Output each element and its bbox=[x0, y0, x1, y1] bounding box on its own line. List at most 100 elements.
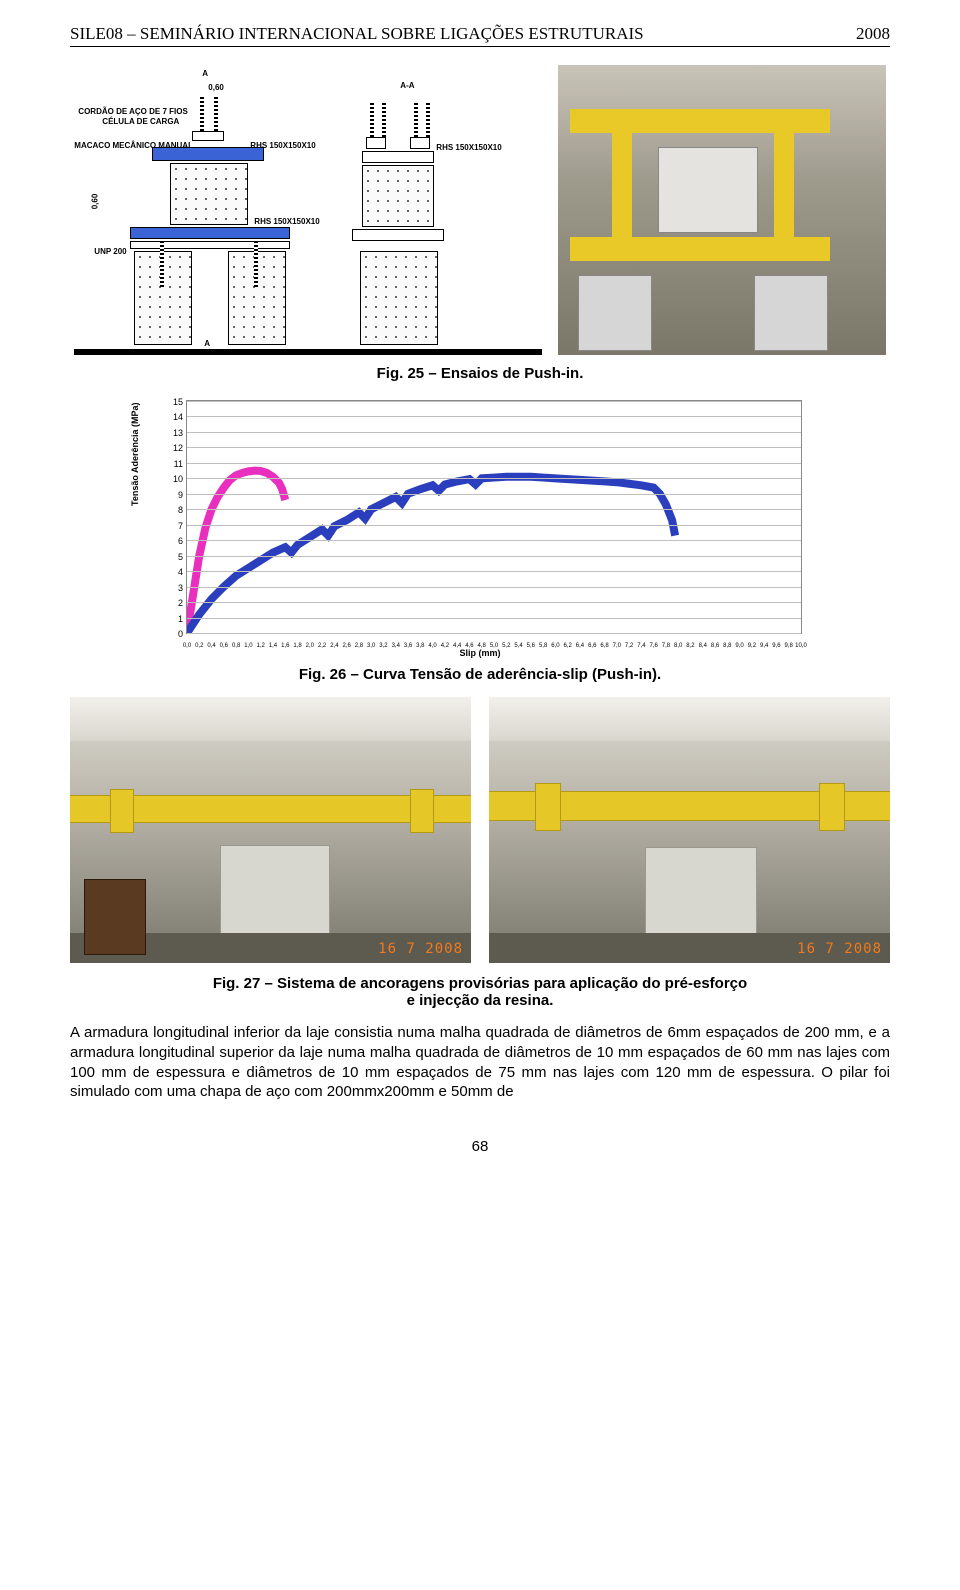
chart-y-tick-label: 11 bbox=[159, 459, 183, 469]
chart-x-tick-label: 2,6 bbox=[342, 643, 350, 649]
chart-x-tick-label: 9,2 bbox=[748, 643, 756, 649]
chart-x-tick-label: 10,0 bbox=[795, 643, 807, 649]
chart-x-tick-label: 8,2 bbox=[686, 643, 694, 649]
header-year: 2008 bbox=[856, 24, 890, 44]
diagram-label: A-A bbox=[400, 81, 414, 90]
diagram-label: 0,60 bbox=[91, 194, 100, 210]
page-header: SILE08 – SEMINÁRIO INTERNACIONAL SOBRE L… bbox=[70, 24, 890, 47]
chart-y-tick-label: 1 bbox=[159, 614, 183, 624]
chart-x-tick-label: 3,8 bbox=[416, 643, 424, 649]
chart-x-tick-label: 8,4 bbox=[699, 643, 707, 649]
chart-y-tick-label: 0 bbox=[159, 629, 183, 639]
diagram-rhs-bottom bbox=[130, 227, 290, 239]
chart-x-tick-label: 1,6 bbox=[281, 643, 289, 649]
chart-x-tick-label: 0,8 bbox=[232, 643, 240, 649]
diagram-label: RHS 150X150X10 bbox=[436, 143, 501, 152]
photo-pier bbox=[754, 275, 828, 351]
chart-svg bbox=[187, 401, 801, 633]
chart-x-tick-label: 8,0 bbox=[674, 643, 682, 649]
chart-y-tick-label: 6 bbox=[159, 536, 183, 546]
photo-fixture bbox=[819, 783, 845, 831]
chart-x-tick-label: 7,0 bbox=[613, 643, 621, 649]
chart-y-tick-label: 15 bbox=[159, 397, 183, 407]
diagram-bolt bbox=[160, 241, 164, 287]
photo-concrete-block bbox=[658, 147, 758, 233]
photo-pier bbox=[578, 275, 652, 351]
chart-gridline: 13 bbox=[187, 432, 801, 433]
chart-x-tick-label: 3,6 bbox=[404, 643, 412, 649]
diagram-rhs-bottom bbox=[352, 229, 444, 241]
chart-x-tick-label: 4,0 bbox=[428, 643, 436, 649]
diagram-label: CÉLULA DE CARGA bbox=[102, 117, 179, 126]
chart-y-tick-label: 2 bbox=[159, 598, 183, 608]
body-paragraph: A armadura longitudinal inferior da laje… bbox=[70, 1023, 890, 1102]
chart-x-tick-label: 6,4 bbox=[576, 643, 584, 649]
chart-gridline: 1 bbox=[187, 618, 801, 619]
chart-x-tick-label: 9,0 bbox=[735, 643, 743, 649]
chart-x-tick-label: 0,4 bbox=[207, 643, 215, 649]
chart-y-tick-label: 10 bbox=[159, 474, 183, 484]
chart-gridline: 15 bbox=[187, 401, 801, 402]
chart-x-tick-label: 7,8 bbox=[662, 643, 670, 649]
diagram-bolt bbox=[426, 101, 430, 141]
chart-gridline: 10 bbox=[187, 478, 801, 479]
figure-27-caption-line1: Fig. 27 – Sistema de ancoragens provisór… bbox=[70, 975, 890, 992]
diagram-bolt bbox=[200, 95, 204, 135]
page-number: 68 bbox=[70, 1138, 890, 1155]
chart-x-tick-label: 3,0 bbox=[367, 643, 375, 649]
chart-x-axis-title: Slip (mm) bbox=[459, 648, 500, 658]
anchorage-photo-right: 16 7 2008 bbox=[489, 697, 890, 963]
chart-gridline: 0 bbox=[187, 633, 801, 634]
photo-chair bbox=[84, 879, 146, 955]
diagram-pier bbox=[360, 251, 438, 345]
chart-gridline: 8 bbox=[187, 509, 801, 510]
chart-y-tick-label: 4 bbox=[159, 567, 183, 577]
diagram-jack bbox=[410, 137, 430, 149]
chart-y-tick-label: 14 bbox=[159, 412, 183, 422]
photo-column bbox=[774, 133, 794, 237]
figure-25-row: A 0,60 CORDÃO DE AÇO DE 7 FIOS CÉLULA DE… bbox=[70, 65, 890, 355]
adherence-slip-chart: Tensão Aderência (MPa) 01234567891011121… bbox=[150, 396, 810, 656]
diagram-jack bbox=[192, 131, 224, 141]
diagram-bolt bbox=[214, 95, 218, 135]
diagram-bolt bbox=[254, 241, 258, 287]
photo-fixture bbox=[410, 789, 434, 833]
chart-x-tick-label: 3,4 bbox=[392, 643, 400, 649]
chart-x-tick-label: 7,2 bbox=[625, 643, 633, 649]
pushin-photo bbox=[558, 65, 886, 355]
chart-x-tick-label: 3,2 bbox=[379, 643, 387, 649]
chart-x-tick-label: 6,2 bbox=[564, 643, 572, 649]
figure-27-caption-line2: e injecção da resina. bbox=[70, 992, 890, 1009]
chart-x-tick-label: 1,8 bbox=[293, 643, 301, 649]
chart-x-tick-label: 6,8 bbox=[600, 643, 608, 649]
chart-gridline: 2 bbox=[187, 602, 801, 603]
chart-x-tick-label: 1,0 bbox=[244, 643, 252, 649]
pushin-diagram: A 0,60 CORDÃO DE AÇO DE 7 FIOS CÉLULA DE… bbox=[74, 65, 541, 355]
photo-column bbox=[612, 133, 632, 237]
chart-wrap: Tensão Aderência (MPa) 01234567891011121… bbox=[70, 396, 890, 656]
diagram-label: A bbox=[202, 69, 208, 78]
diagram-label: A bbox=[204, 339, 210, 348]
photo-column-block bbox=[645, 847, 757, 937]
chart-y-axis-title: Tensão Aderência (MPa) bbox=[130, 402, 140, 506]
chart-x-tick-label: 9,8 bbox=[785, 643, 793, 649]
diagram-block bbox=[362, 165, 434, 227]
chart-x-tick-label: 8,6 bbox=[711, 643, 719, 649]
diagram-rhs-top bbox=[362, 151, 434, 163]
chart-y-tick-label: 13 bbox=[159, 428, 183, 438]
photo-fixture bbox=[110, 789, 134, 833]
chart-x-tick-label: 0,6 bbox=[220, 643, 228, 649]
diagram-jack bbox=[366, 137, 386, 149]
chart-x-tick-label: 2,4 bbox=[330, 643, 338, 649]
diagram-bolt bbox=[414, 101, 418, 141]
diagram-block bbox=[170, 163, 248, 225]
figure-27-row: 16 7 2008 16 7 2008 bbox=[70, 697, 890, 963]
photo-ceiling bbox=[489, 697, 890, 741]
chart-x-tick-label: 6,0 bbox=[551, 643, 559, 649]
chart-gridline: 3 bbox=[187, 587, 801, 588]
chart-gridline: 4 bbox=[187, 571, 801, 572]
header-title: SILE08 – SEMINÁRIO INTERNACIONAL SOBRE L… bbox=[70, 24, 644, 44]
diagram-bolt bbox=[382, 101, 386, 141]
figure-26-caption: Fig. 26 – Curva Tensão de aderência-slip… bbox=[70, 666, 890, 683]
chart-gridline: 14 bbox=[187, 416, 801, 417]
